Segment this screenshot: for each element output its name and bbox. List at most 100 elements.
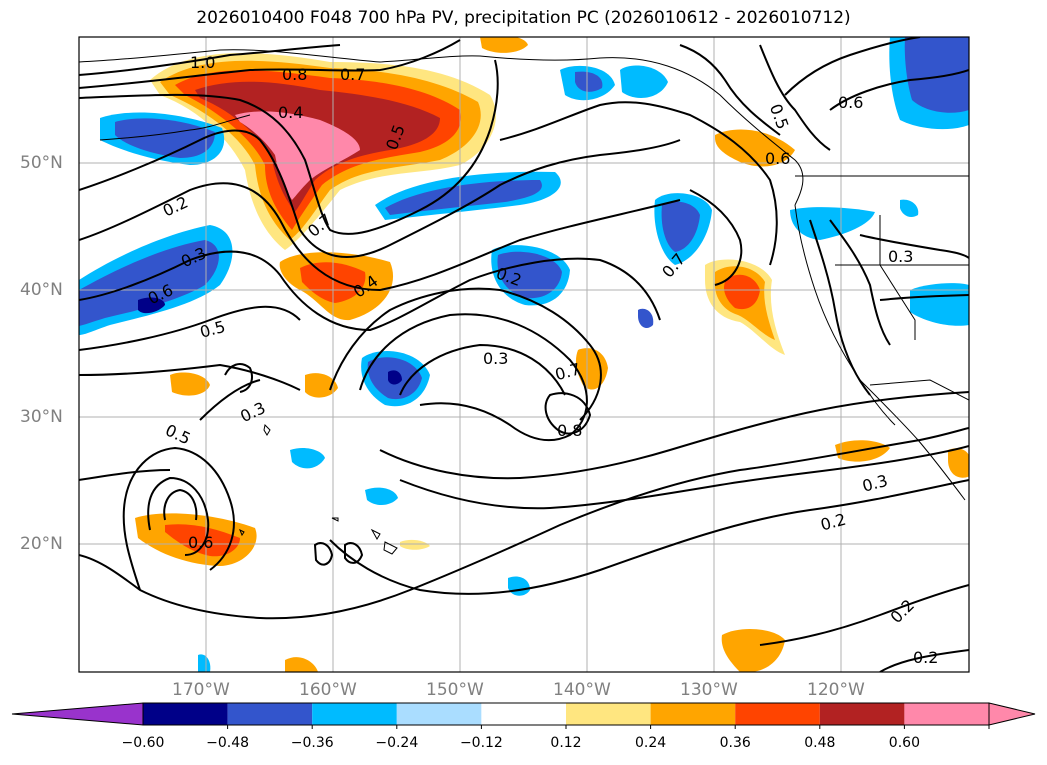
contour-6 — [79, 250, 661, 332]
contour-26 — [679, 44, 781, 136]
contour-30 — [809, 219, 871, 396]
map-title: 2026010400 F048 700 hPa PV, precipitatio… — [196, 8, 851, 28]
shade-positive-sm1 — [575, 348, 608, 390]
contour-33 — [879, 294, 969, 301]
contour-12 — [544, 392, 592, 435]
contour-label: 0.2 — [160, 192, 191, 220]
contour-22 — [759, 584, 969, 646]
lat-label: 40°N — [20, 280, 63, 300]
contour-label: 0.7 — [553, 359, 583, 384]
lon-label: 120°W — [807, 680, 865, 700]
contour-label: 0.7 — [340, 65, 365, 84]
shade-positive-sm3 — [305, 373, 338, 398]
shade-positive-wa — [715, 129, 795, 167]
contour-label: 0.5 — [198, 317, 228, 342]
colorbar-tick-label: 0.48 — [804, 735, 836, 751]
shade-negative-center-b — [497, 251, 562, 299]
shade-negative-sw-b — [79, 240, 219, 326]
precipitation-shading — [79, 37, 969, 672]
contour-32 — [859, 234, 969, 259]
isl-3 — [370, 528, 381, 540]
contour-9 — [329, 287, 602, 421]
shade-negative-c2-b — [661, 201, 700, 252]
colorbar-tick-label: 0.60 — [888, 735, 920, 751]
contour-13 — [79, 469, 171, 481]
contour-label: 0.8 — [557, 421, 582, 440]
contour-label: 0.6 — [765, 149, 790, 168]
lat-label: 30°N — [20, 407, 63, 427]
contour-34 — [224, 363, 253, 393]
shade-negative-band-b — [385, 180, 542, 215]
lon-label: 160°W — [299, 680, 357, 700]
contour-3 — [79, 59, 499, 235]
shade-negative-s6 — [900, 199, 919, 218]
contour-24 — [499, 101, 778, 266]
shade-positive-hi-b — [165, 524, 240, 557]
isl-5 — [263, 423, 271, 436]
shade-negative-e2 — [910, 283, 969, 326]
contour-11 — [399, 343, 566, 396]
colorbar-tick-label: 0.36 — [719, 735, 751, 751]
colorbar-tick-label: 0.24 — [635, 735, 667, 751]
colorbar-tick-label: −0.60 — [121, 735, 165, 751]
coast-alaska — [79, 49, 804, 206]
shade-negative-top2 — [620, 65, 668, 98]
shade-negative-nw-b — [115, 118, 215, 158]
contour-1 — [79, 44, 341, 76]
shade-positive-sm7 — [480, 37, 528, 53]
shade-negative-s5 — [198, 654, 211, 672]
contour-23 — [879, 649, 969, 672]
contour-29 — [829, 69, 969, 111]
contour-2 — [79, 39, 461, 89]
contour-label: 0.8 — [282, 65, 307, 84]
lat-label: 20°N — [20, 534, 63, 554]
contour-28 — [784, 37, 921, 96]
contour-36 — [344, 542, 364, 564]
shade-negative-c3-c — [388, 370, 402, 385]
shade-negative-top-b — [575, 71, 603, 92]
contour-label: 0.2 — [887, 596, 918, 627]
contour-18 — [199, 379, 261, 421]
contour-7 — [79, 305, 301, 351]
colorbar-tick-label: −0.48 — [206, 735, 250, 751]
contour-label: 0.5 — [162, 420, 193, 448]
border-mexico — [869, 379, 969, 401]
shade-positive-ca-c — [724, 274, 760, 310]
contour-label: 0.3 — [237, 398, 268, 426]
contour-5 — [79, 182, 681, 292]
shade-positive-sm9 — [400, 539, 430, 550]
contour-21 — [329, 479, 969, 595]
shade-negative-s2 — [365, 487, 398, 506]
colorbar-tick-label: −0.12 — [459, 735, 503, 751]
shade-positive-sm2 — [170, 372, 210, 396]
isl-4 — [383, 541, 398, 555]
lon-label: 170°W — [172, 680, 230, 700]
contour-20 — [399, 445, 969, 510]
contour-label: 0.6 — [188, 533, 213, 552]
shade-negative-ne-b — [904, 37, 969, 113]
contour-27 — [759, 44, 831, 151]
coast-aleutians — [99, 114, 251, 141]
shade-positive-sm8 — [285, 657, 318, 672]
colorbar-tick-label: −0.24 — [375, 735, 419, 751]
contour-label: 0.4 — [278, 103, 303, 122]
contour-35 — [313, 542, 334, 566]
contour-15 — [122, 446, 235, 591]
contour-label-group: 1.0 0.8 0.7 0.4 0.5 0.2 0.7 0.3 0.6 0.5 … — [145, 53, 939, 667]
contour-25 — [689, 189, 743, 286]
shade-positive-sm5 — [721, 629, 785, 672]
contour-label: 0.3 — [888, 247, 913, 266]
lon-label: 140°W — [553, 680, 611, 700]
contour-19 — [379, 391, 969, 480]
shade-negative-s3 — [508, 576, 530, 596]
isl-1 — [239, 528, 245, 537]
shade-positive-gulf-5 — [235, 111, 360, 200]
contour-label: 0.6 — [838, 93, 863, 112]
contour-14 — [79, 427, 969, 620]
contour-label: 0.2 — [913, 648, 938, 667]
shade-negative-s4 — [638, 308, 654, 329]
lon-label: 130°W — [680, 680, 738, 700]
colorbar-tick-label: −0.36 — [290, 735, 334, 751]
lat-label: 50°N — [20, 153, 63, 173]
